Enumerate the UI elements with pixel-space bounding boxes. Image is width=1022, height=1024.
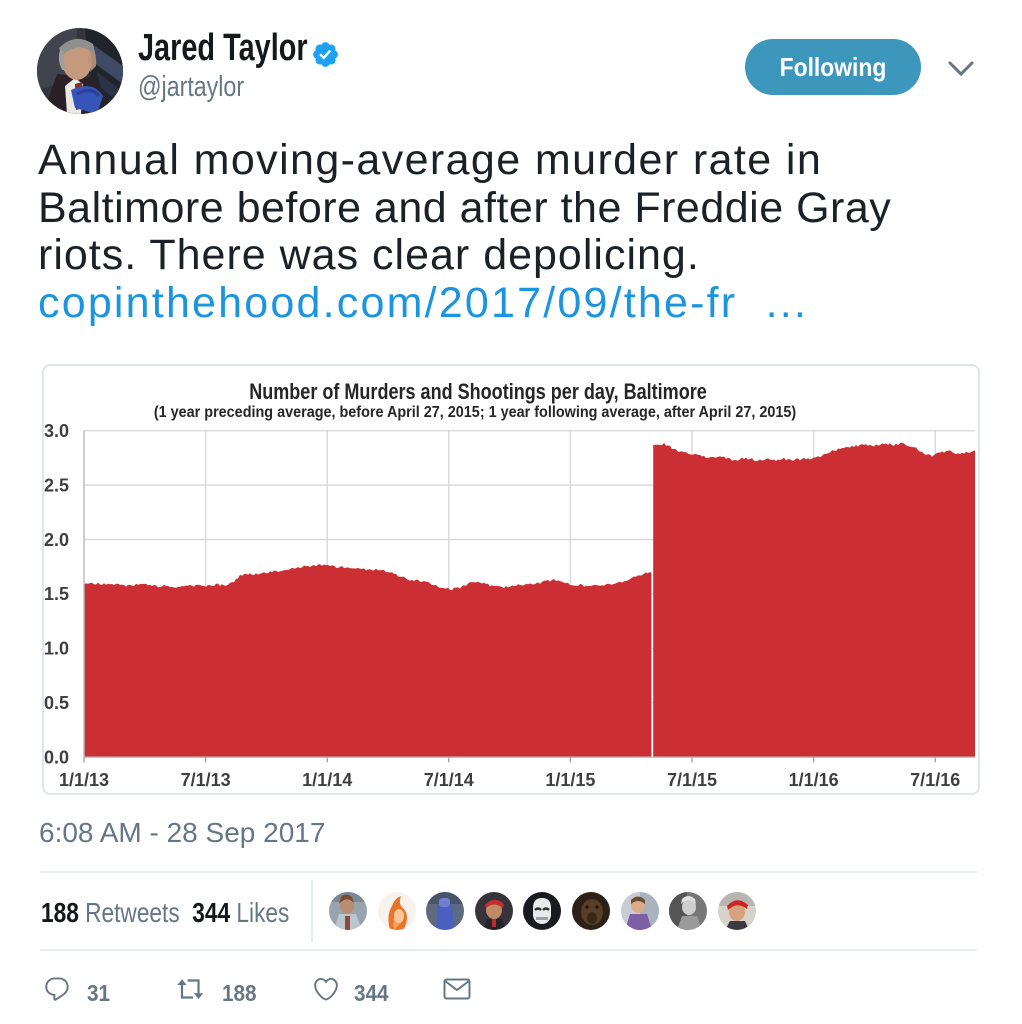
- svg-text:1.0: 1.0: [44, 639, 69, 659]
- svg-text:1/1/16: 1/1/16: [789, 770, 839, 790]
- svg-text:1/1/14: 1/1/14: [302, 770, 352, 790]
- svg-text:3.0: 3.0: [44, 421, 69, 441]
- svg-text:1/1/13: 1/1/13: [59, 770, 109, 790]
- svg-text:2.0: 2.0: [44, 530, 69, 550]
- svg-text:(1 year preceding average, bef: (1 year preceding average, before April …: [154, 403, 796, 421]
- svg-text:7/1/16: 7/1/16: [910, 770, 960, 790]
- svg-text:1/1/15: 1/1/15: [545, 770, 595, 790]
- svg-text:7/1/13: 7/1/13: [181, 770, 231, 790]
- svg-text:7/1/15: 7/1/15: [667, 770, 717, 790]
- svg-text:2.5: 2.5: [44, 475, 69, 495]
- svg-text:1.5: 1.5: [44, 584, 69, 604]
- svg-text:0.5: 0.5: [44, 693, 69, 713]
- svg-text:7/1/14: 7/1/14: [424, 770, 474, 790]
- svg-text:Number of Murders and Shooting: Number of Murders and Shootings per day,…: [249, 380, 707, 404]
- svg-text:0.0: 0.0: [44, 748, 69, 768]
